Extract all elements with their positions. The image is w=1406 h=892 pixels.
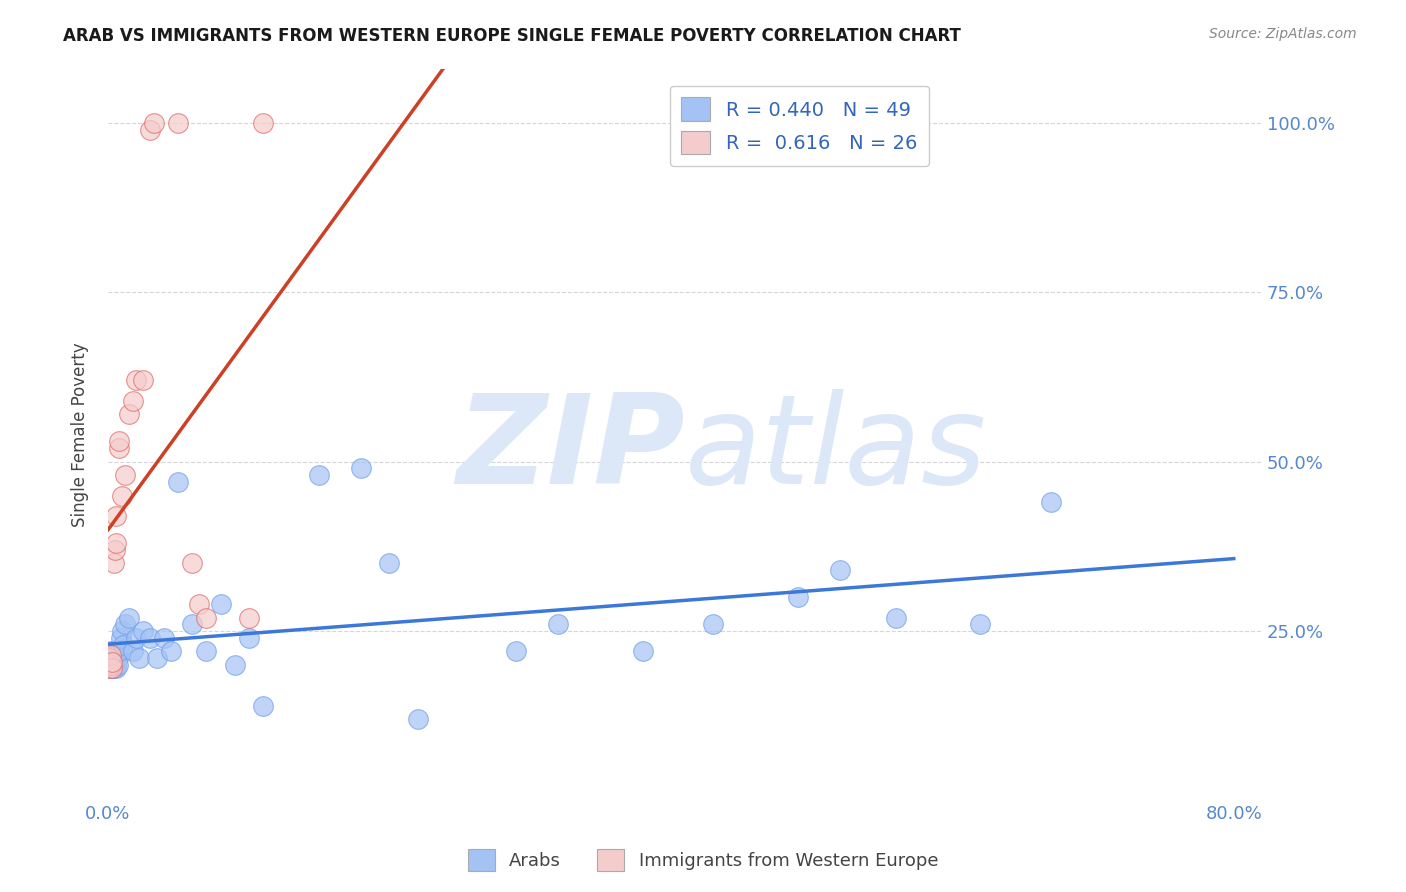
Point [103, 661, 125, 675]
Point [125, 373, 148, 387]
Point [786, 591, 808, 605]
Point [631, 644, 654, 658]
Point [132, 373, 155, 387]
Point [308, 468, 330, 483]
Point [195, 644, 218, 658]
Point [101, 651, 124, 665]
Point [104, 542, 127, 557]
Point [98, 648, 121, 662]
Point [100, 658, 122, 673]
Text: ZIP: ZIP [456, 389, 685, 509]
Point [702, 617, 724, 632]
Point [118, 407, 141, 421]
Point [125, 631, 148, 645]
Point [101, 658, 124, 673]
Point [101, 655, 124, 669]
Point [969, 617, 991, 632]
Point [108, 644, 131, 658]
Point [167, 475, 190, 489]
Point [105, 536, 128, 550]
Point [107, 651, 129, 665]
Point [100, 644, 122, 658]
Point [105, 508, 128, 523]
Point [98, 651, 121, 665]
Point [118, 610, 141, 624]
Point [406, 712, 429, 726]
Point [167, 116, 190, 130]
Point [143, 116, 166, 130]
Point [111, 489, 134, 503]
Point [98, 661, 121, 675]
Point [238, 610, 260, 624]
Point [547, 617, 569, 632]
Point [224, 658, 246, 673]
Point [100, 655, 122, 669]
Legend: R = 0.440   N = 49, R =  0.616   N = 26: R = 0.440 N = 49, R = 0.616 N = 26 [669, 86, 929, 166]
Point [139, 631, 162, 645]
Y-axis label: Single Female Poverty: Single Female Poverty [72, 343, 89, 527]
Point [188, 597, 211, 611]
Text: ARAB VS IMMIGRANTS FROM WESTERN EUROPE SINGLE FEMALE POVERTY CORRELATION CHART: ARAB VS IMMIGRANTS FROM WESTERN EUROPE S… [63, 27, 962, 45]
Point [101, 661, 124, 675]
Point [110, 631, 132, 645]
Legend: Arabs, Immigrants from Western Europe: Arabs, Immigrants from Western Europe [461, 842, 945, 879]
Point [128, 651, 150, 665]
Point [181, 617, 204, 632]
Point [108, 434, 131, 449]
Point [107, 658, 129, 673]
Point [139, 122, 162, 136]
Point [153, 631, 176, 645]
Point [209, 597, 232, 611]
Point [103, 557, 125, 571]
Point [104, 648, 127, 662]
Point [114, 468, 136, 483]
Point [114, 617, 136, 632]
Point [181, 557, 204, 571]
Point [146, 651, 169, 665]
Point [122, 393, 145, 408]
Point [195, 610, 218, 624]
Point [105, 661, 128, 675]
Point [884, 610, 907, 624]
Text: atlas: atlas [685, 389, 987, 509]
Point [132, 624, 155, 639]
Point [505, 644, 527, 658]
Point [378, 557, 401, 571]
Point [1039, 495, 1062, 509]
Point [98, 651, 121, 665]
Point [252, 116, 274, 130]
Point [105, 644, 128, 658]
Point [252, 698, 274, 713]
Point [238, 631, 260, 645]
Point [350, 461, 373, 475]
Point [160, 644, 183, 658]
Point [112, 638, 135, 652]
Point [103, 644, 125, 658]
Point [104, 655, 127, 669]
Point [122, 644, 145, 658]
Text: Source: ZipAtlas.com: Source: ZipAtlas.com [1209, 27, 1357, 41]
Point [100, 648, 122, 662]
Point [108, 441, 131, 455]
Point [828, 563, 851, 577]
Point [111, 624, 134, 639]
Point [100, 661, 122, 675]
